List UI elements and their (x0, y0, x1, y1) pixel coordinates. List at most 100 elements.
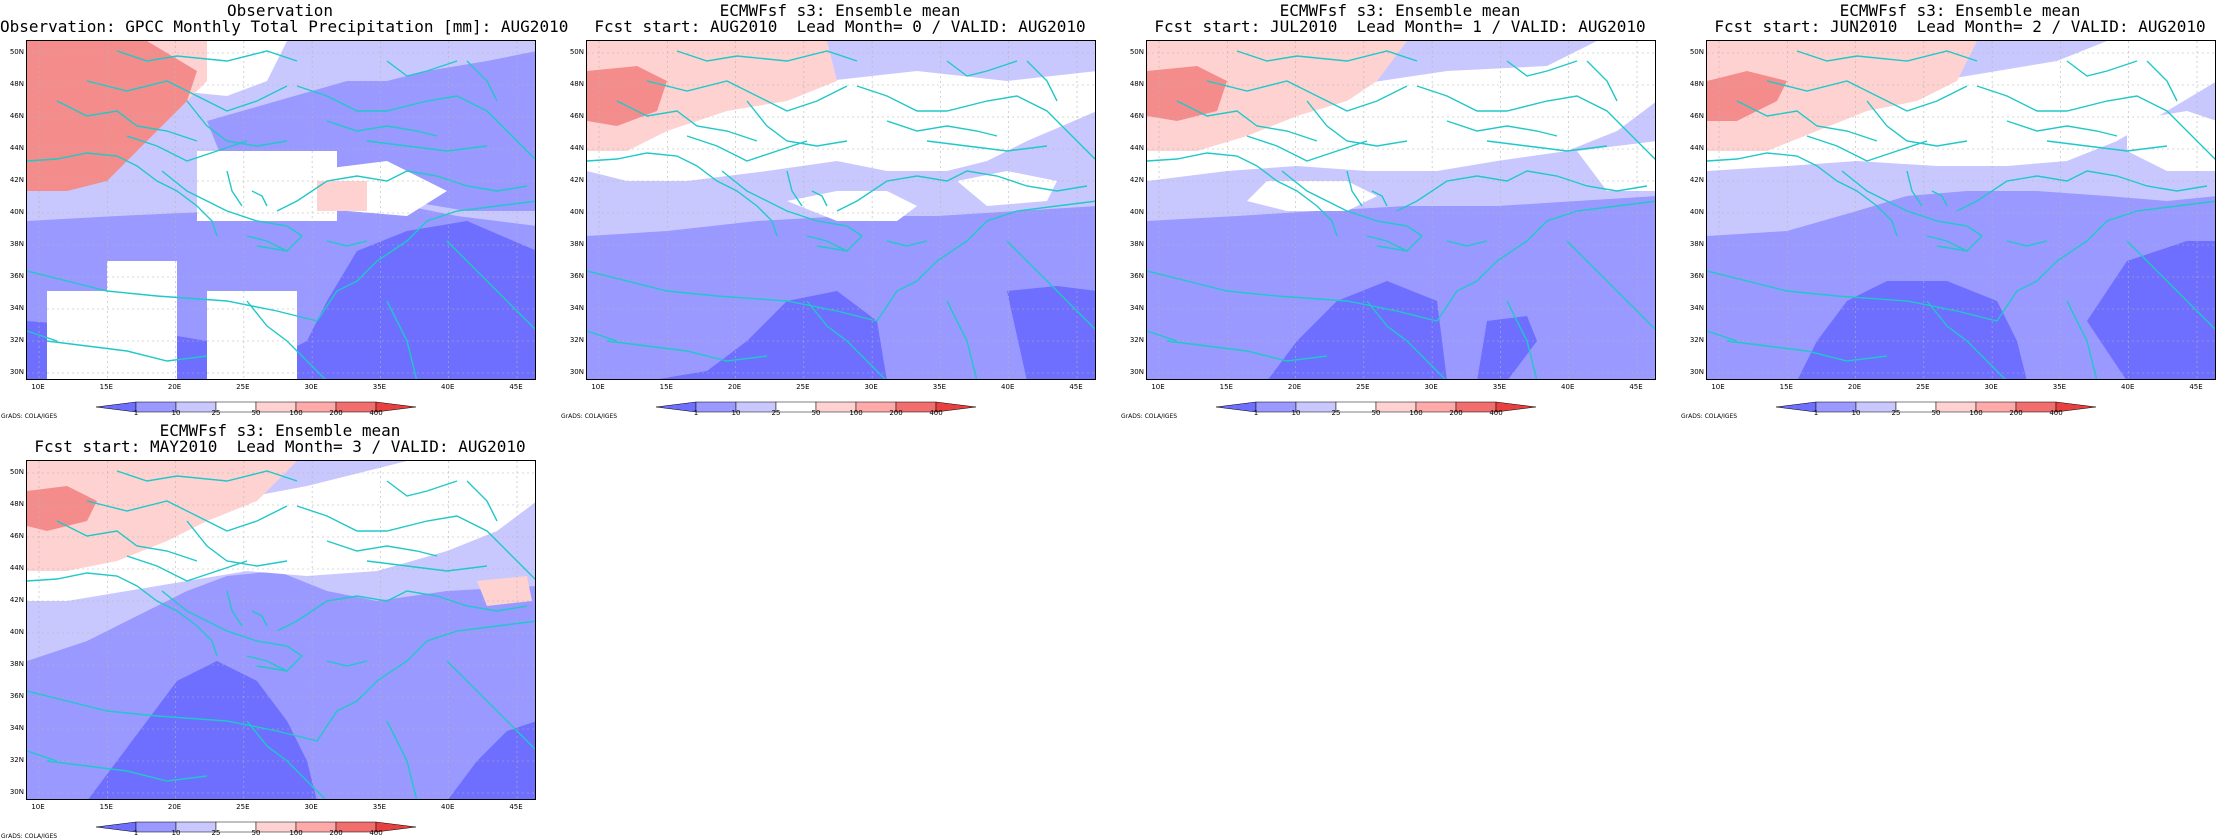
latitude-label: 30N (1129, 368, 1144, 376)
coastline (1906, 170, 1923, 207)
latitude-label: 30N (1689, 368, 1704, 376)
latitude-label: 46N (569, 112, 584, 120)
coastline (27, 200, 535, 322)
latitude-label: 50N (9, 48, 24, 56)
coastline (1246, 135, 1368, 162)
colorbar-label: 1 (1253, 409, 1259, 417)
coastline (226, 170, 243, 207)
latitude-label: 40N (1689, 208, 1704, 216)
longitude-label: 25E (796, 383, 810, 391)
coastline (326, 540, 438, 557)
coastline (1026, 60, 1058, 102)
colorbar-label: 400 (369, 829, 383, 837)
coastline (1176, 100, 1318, 142)
longitude-label: 45E (1069, 383, 1083, 391)
latitude-label: 40N (569, 208, 584, 216)
latitude-label: 50N (9, 468, 24, 476)
longitude-label: 10E (1711, 383, 1725, 391)
coastline (1736, 100, 1878, 142)
coastline (366, 140, 488, 152)
panel-title: ECMWFsf s3: Ensemble mean (719, 1, 961, 20)
coastline (27, 620, 535, 742)
coastline (1586, 60, 1618, 102)
longitude-label: 30E (864, 383, 878, 391)
coastline (946, 60, 1018, 77)
coastline (1166, 340, 1328, 362)
precip-region (587, 206, 1095, 379)
latitude-label: 48N (1129, 80, 1144, 88)
latitude-label: 32N (9, 336, 24, 344)
precipitation-map (26, 460, 536, 800)
coastline (587, 200, 1095, 322)
coastline (116, 470, 298, 482)
precip-region (88, 661, 317, 799)
latitude-label: 48N (9, 80, 24, 88)
longitude-label: 20E (727, 383, 742, 391)
colorbar-label: 1 (693, 409, 699, 417)
coastline (2006, 240, 2048, 247)
coastline (856, 85, 1095, 160)
coastline (816, 245, 848, 252)
longitude-label: 25E (236, 383, 250, 391)
latitude-label: 34N (9, 724, 24, 732)
longitude-label: 25E (1916, 383, 1930, 391)
latitude-label: 42N (1689, 176, 1704, 184)
colorbar-segment (2055, 401, 2097, 413)
coastline (946, 300, 978, 379)
colorbar-segment (375, 401, 417, 413)
coastline (2066, 60, 2138, 77)
coastline (1147, 152, 1338, 237)
coastline (386, 720, 418, 799)
precip-region (27, 461, 297, 571)
coastline (587, 152, 778, 237)
coastline (1396, 170, 1648, 212)
coastline (886, 120, 998, 137)
longitude-label: 15E (1779, 383, 1793, 391)
panel-title: ECMWFsf s3: Ensemble mean (1279, 1, 1521, 20)
longitude-label: 45E (1629, 383, 1643, 391)
precip-region (1707, 71, 1787, 121)
coastline (27, 572, 218, 657)
longitude-label: 40E (1561, 383, 1575, 391)
colorbar-segment (375, 821, 417, 833)
colorbar-label: 10 (171, 829, 181, 837)
coastline (161, 590, 304, 672)
colorbar-segment (935, 401, 977, 413)
latitude-label: 40N (9, 208, 24, 216)
colorbar-label: 25 (1331, 409, 1341, 417)
precip-region (2087, 241, 2215, 379)
colorbar (656, 401, 977, 413)
coastline (1366, 300, 1446, 379)
longitude-label: 20E (1847, 383, 1862, 391)
coastline (1866, 100, 1968, 147)
coastline (786, 170, 803, 207)
precip-region (1268, 281, 1447, 379)
latitude-label: 38N (569, 240, 584, 248)
precip-region (197, 151, 337, 221)
coastline (466, 60, 498, 102)
map-canvas (27, 461, 535, 799)
coastline (46, 340, 208, 362)
precip-region (47, 291, 107, 379)
coastline (1926, 300, 2006, 379)
coastline (326, 120, 438, 137)
longitude-label: 30E (304, 803, 318, 811)
precipitation-map (1706, 40, 2216, 380)
colorbar-label: 10 (171, 409, 181, 417)
coastline (46, 760, 208, 782)
grads-credit: GrADS: COLA/IGES (1121, 413, 1178, 420)
longitude-label: 25E (1356, 383, 1370, 391)
colorbar-label: 10 (1291, 409, 1301, 417)
precip-region (27, 41, 197, 191)
coastline (296, 85, 535, 160)
latitude-label: 48N (9, 500, 24, 508)
latitude-label: 48N (1689, 80, 1704, 88)
longitude-label: 10E (31, 803, 45, 811)
coastline (886, 240, 928, 247)
coastline (446, 240, 535, 330)
panel-title: Observation (227, 1, 333, 20)
grads-credit: GrADS: COLA/IGES (1681, 413, 1738, 420)
latitude-label: 34N (1129, 304, 1144, 312)
latitude-label: 42N (569, 176, 584, 184)
coastline (806, 300, 886, 379)
